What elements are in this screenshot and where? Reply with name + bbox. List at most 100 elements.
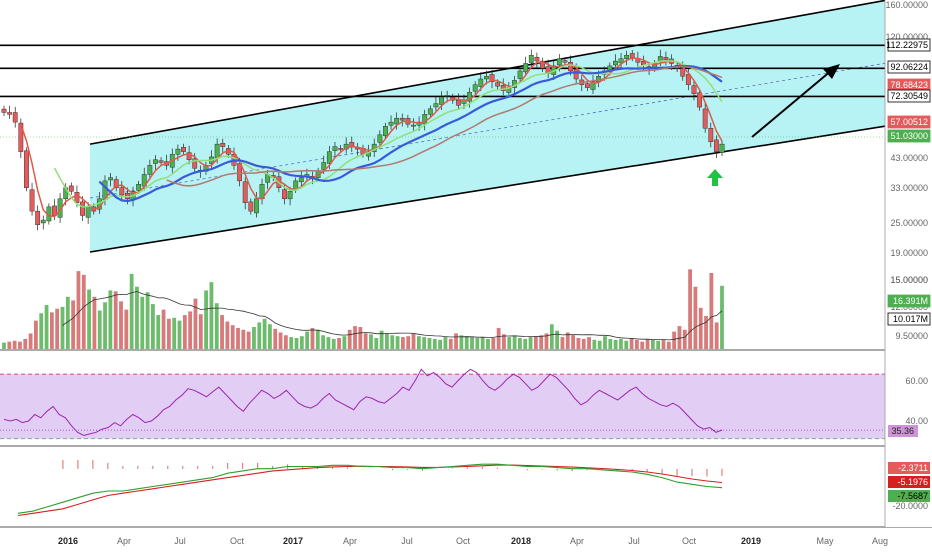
volume-bar bbox=[310, 327, 315, 349]
candle-body bbox=[220, 143, 226, 147]
candle-body bbox=[534, 56, 540, 62]
level-badge bbox=[887, 60, 931, 74]
volume-bar bbox=[65, 296, 70, 349]
volume-bar bbox=[411, 333, 416, 349]
candle-body bbox=[411, 124, 416, 127]
candle-body bbox=[108, 177, 113, 181]
candle-body bbox=[18, 122, 24, 152]
volume-bar bbox=[337, 338, 341, 349]
level-badge-label: 92.06224 bbox=[890, 62, 928, 72]
candle-body bbox=[158, 160, 164, 163]
time-tick-label: 2016 bbox=[58, 536, 78, 546]
volume-bar bbox=[629, 338, 634, 349]
candle-body bbox=[24, 150, 29, 188]
macd-pane[interactable] bbox=[17, 459, 723, 517]
candle-body bbox=[287, 191, 293, 200]
volume-bar bbox=[220, 315, 224, 349]
volume-bar bbox=[342, 336, 347, 349]
volume-bar bbox=[283, 335, 288, 349]
macd-badge-label: -5.1976 bbox=[897, 477, 928, 487]
volume-bar bbox=[262, 318, 267, 349]
volume-bar bbox=[214, 303, 219, 349]
price-pane[interactable] bbox=[0, 0, 886, 253]
candle-body bbox=[80, 201, 85, 216]
candle-body bbox=[590, 81, 596, 90]
rsi-badge bbox=[888, 425, 918, 437]
price-tick-label: 33.00000 bbox=[890, 183, 928, 193]
candle-body bbox=[332, 146, 338, 151]
volume-bar bbox=[709, 272, 714, 349]
projection-arrow-line bbox=[751, 69, 833, 138]
ma-mid-line bbox=[98, 64, 723, 203]
volume-tick-label: 15.00000 bbox=[890, 275, 928, 285]
volume-average-line bbox=[62, 291, 723, 341]
time-tick-label: Apr bbox=[570, 536, 584, 546]
volume-bar bbox=[704, 316, 708, 349]
volume-bar bbox=[44, 305, 49, 349]
candle-body bbox=[175, 148, 181, 155]
volume-pane[interactable] bbox=[0, 269, 932, 528]
candle-body bbox=[74, 192, 80, 203]
volume-bar bbox=[597, 340, 602, 349]
volume-bar bbox=[475, 338, 480, 349]
candle-body bbox=[338, 148, 343, 150]
candle-body bbox=[326, 151, 332, 164]
volume-bar bbox=[294, 338, 299, 349]
volume-bar bbox=[448, 338, 453, 349]
time-axis[interactable]: 2016 Apr Jul Oct 2017 Apr Jul Oct 2018 Apr Jul Oct 2… bbox=[0, 528, 932, 550]
candle-body bbox=[584, 83, 590, 88]
price-tick-label: 160.00000 bbox=[885, 0, 928, 10]
level-badge bbox=[887, 115, 931, 129]
volume-bar bbox=[374, 338, 379, 349]
volume-bar bbox=[252, 327, 256, 349]
candle-body bbox=[500, 85, 506, 91]
volume-bar bbox=[81, 274, 86, 349]
volume-bar bbox=[480, 337, 485, 349]
volume-bar bbox=[289, 337, 294, 349]
candle-body bbox=[607, 65, 613, 73]
volume-bar bbox=[603, 336, 607, 349]
price-tick-label: 19.00000 bbox=[890, 248, 928, 258]
candle-body bbox=[153, 159, 158, 164]
volume-bar bbox=[347, 329, 352, 349]
candle-body bbox=[484, 76, 489, 80]
volume-bar bbox=[592, 339, 597, 349]
candle-body bbox=[685, 74, 691, 85]
macd-badge-label: -2.3711 bbox=[898, 463, 928, 473]
volume-bar bbox=[166, 318, 171, 349]
volume-bar bbox=[49, 312, 54, 349]
volume-bar bbox=[55, 308, 60, 349]
volume-bar bbox=[645, 338, 650, 349]
volume-bar bbox=[624, 340, 629, 349]
candle-body bbox=[624, 55, 630, 59]
volume-bar bbox=[193, 298, 198, 349]
candle-body bbox=[562, 60, 568, 63]
level-badge-label: 51.03000 bbox=[890, 131, 928, 141]
volume-bar bbox=[390, 335, 395, 349]
candle-body bbox=[702, 108, 708, 129]
volume-bar bbox=[353, 326, 357, 349]
volume-bar bbox=[400, 337, 405, 349]
volume-bar bbox=[438, 339, 443, 349]
rsi-pane[interactable] bbox=[0, 368, 885, 440]
volume-bar bbox=[299, 336, 304, 349]
level-badge bbox=[887, 129, 931, 143]
time-tick-label: 2019 bbox=[741, 536, 761, 546]
candle-body bbox=[713, 139, 719, 152]
volume-bar bbox=[496, 327, 501, 349]
volume-tick-label: 9.50000 bbox=[895, 331, 928, 341]
candle-body bbox=[248, 201, 254, 212]
price-axis[interactable]: 160.00000 120.00000 92.06224 72.30549 51.030… bbox=[884, 0, 932, 527]
volume-bar bbox=[672, 331, 677, 349]
volume-bar bbox=[576, 338, 581, 349]
volume-bar bbox=[666, 341, 671, 349]
macd-badge-label: -7.5687 bbox=[897, 491, 928, 501]
time-tick-label: May bbox=[816, 536, 834, 546]
volume-bar bbox=[560, 337, 565, 349]
macd-badge bbox=[888, 462, 930, 474]
candle-body bbox=[495, 82, 501, 87]
volume-bar bbox=[278, 332, 283, 349]
candle-body bbox=[573, 68, 579, 80]
level-badge-label: 112.22975 bbox=[886, 40, 928, 50]
